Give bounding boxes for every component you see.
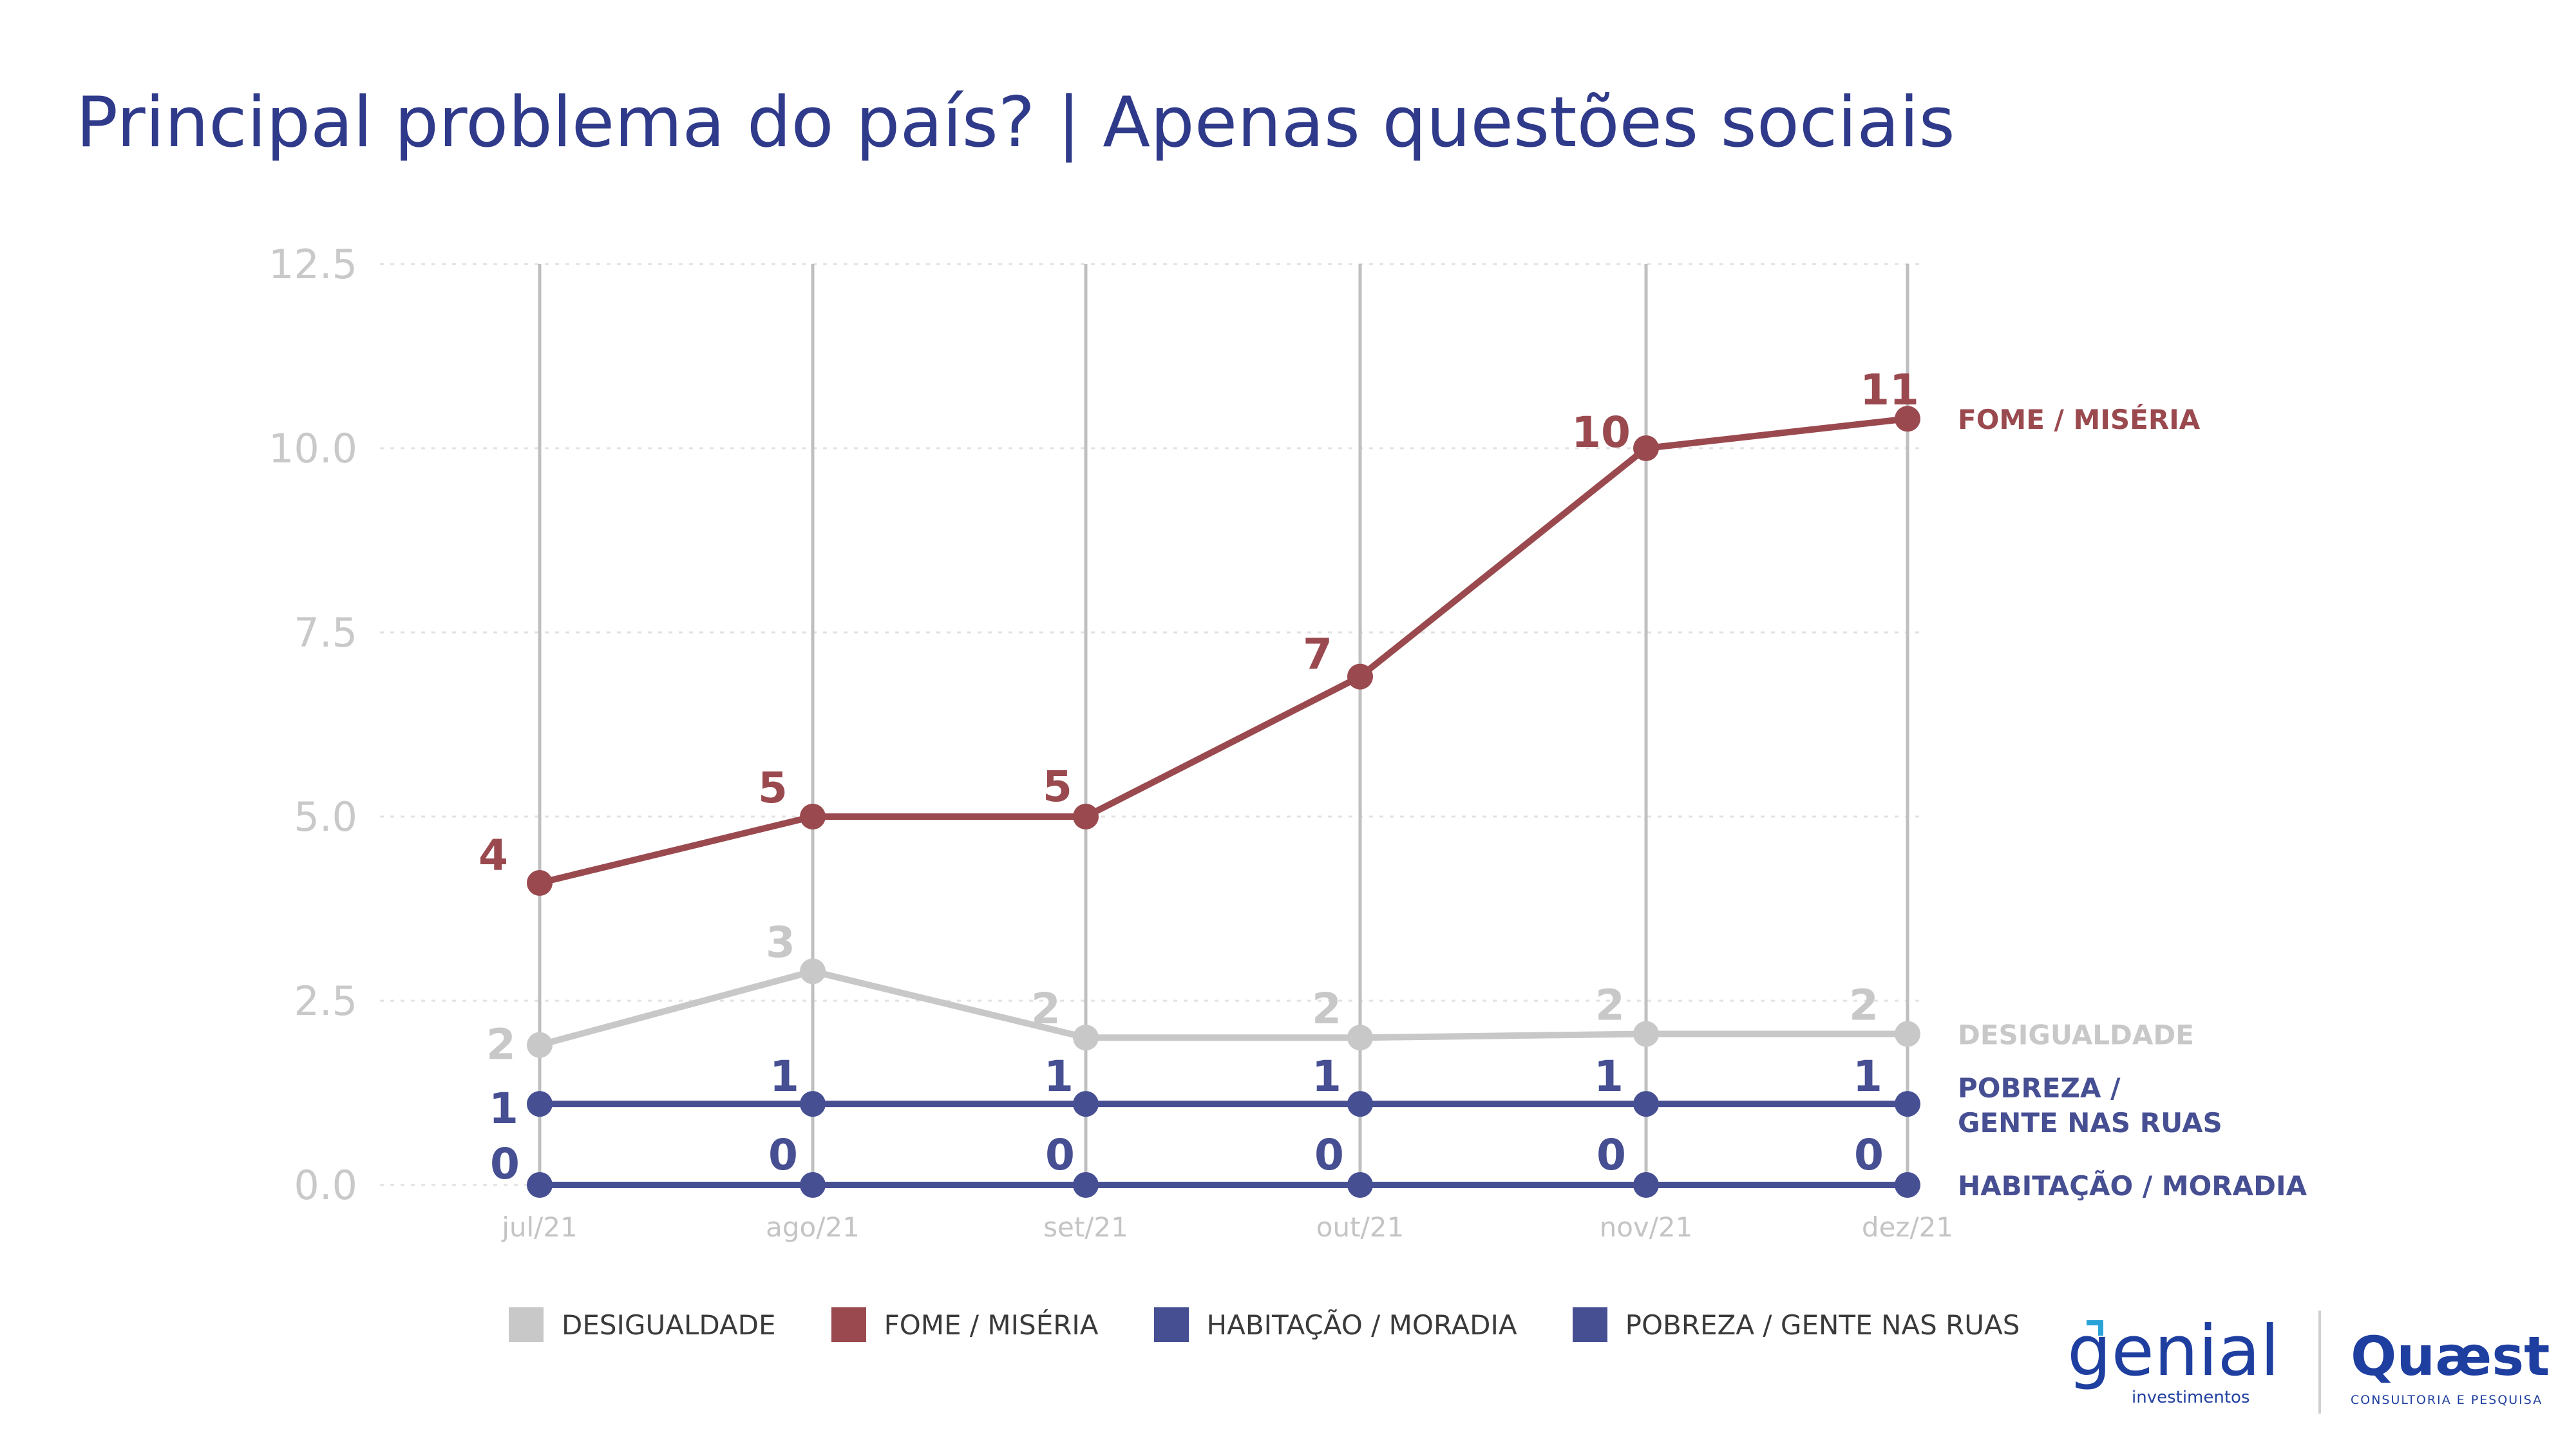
x-tick-label: nov/21 [1600, 1211, 1693, 1243]
y-tick-label: 0.0 [294, 1162, 357, 1209]
vertical-lines-layer: jul/21 ago/21 set/21 out/21 nov/21 dez/21 [501, 264, 1953, 1243]
data-label: 2 [1031, 984, 1061, 1034]
data-point [1073, 1172, 1099, 1198]
data-label: 5 [1043, 762, 1072, 811]
data-label: 1 [1853, 1052, 1882, 1101]
data-label: 1 [1312, 1052, 1341, 1101]
data-label: 3 [766, 918, 795, 967]
data-point [1347, 1091, 1373, 1117]
data-point [1073, 1025, 1099, 1051]
data-point [527, 1091, 553, 1117]
data-label: 10 [1571, 408, 1631, 457]
data-label: 2 [1312, 984, 1341, 1034]
quaest-logo-text: Quæst [2351, 1325, 2550, 1388]
data-point [1895, 1091, 1920, 1117]
series-end-label: GENTE NAS RUAS [1958, 1107, 2222, 1139]
data-label: 5 [758, 763, 788, 813]
data-point [1347, 663, 1373, 690]
data-label: 7 [1303, 630, 1332, 679]
legend-swatch [1153, 1307, 1189, 1342]
y-tick-label: 10.0 [269, 425, 357, 472]
series-end-label: FOME / MISÉRIA [1958, 403, 2201, 435]
legend-item-pobreza[interactable]: POBREZA / GENTE NAS RUAS [1572, 1307, 2020, 1342]
data-label: 1 [1594, 1052, 1624, 1101]
line-chart: 0.0 2.5 5.0 7.5 10.0 12.5 jul/21 ago/21 set/21 o… [269, 241, 2307, 1243]
data-point [1633, 435, 1659, 461]
legend-item-fome[interactable]: FOME / MISÉRIA [831, 1307, 1099, 1342]
data-label: 11 [1860, 365, 1919, 415]
series-end-label: DESIGUALDADE [1958, 1019, 2194, 1050]
legend-item-desigualdade[interactable]: DESIGUALDADE [509, 1307, 776, 1342]
series-line [538, 968, 1908, 1048]
y-tick-label: 12.5 [269, 241, 357, 288]
x-tick-label: set/21 [1043, 1211, 1128, 1243]
data-point [1073, 1091, 1099, 1117]
y-tick-label: 7.5 [294, 609, 357, 656]
legend-swatch [509, 1307, 544, 1342]
series-end-label: POBREZA / [1958, 1072, 2121, 1104]
x-tick-label: ago/21 [766, 1211, 860, 1243]
data-label: 1 [1044, 1052, 1074, 1101]
data-label: 0 [1854, 1130, 1884, 1180]
y-tick-label: 2.5 [294, 978, 357, 1025]
genial-logo-sub: investimentos [2132, 1388, 2250, 1407]
legend-item-habitacao[interactable]: HABITAÇÃO / MORADIA [1153, 1307, 1517, 1342]
data-point [800, 1091, 826, 1117]
page-title: Principal problema do país? | Apenas que… [76, 82, 1955, 163]
data-point [800, 958, 826, 985]
data-label: 0 [1596, 1130, 1626, 1180]
data-label: 2 [1849, 980, 1879, 1030]
genial-logo: genial investimentos [2067, 1311, 2299, 1413]
legend-label: DESIGUALDADE [562, 1309, 776, 1341]
data-label: 0 [1314, 1130, 1344, 1180]
series-line [538, 415, 1908, 886]
data-label: 4 [478, 831, 508, 880]
data-point [1895, 406, 1920, 432]
legend: DESIGUALDADE FOME / MISÉRIA HABITAÇÃO / … [509, 1307, 2075, 1342]
data-point [1895, 1021, 1920, 1047]
data-point [1633, 1021, 1659, 1047]
data-point [800, 804, 826, 829]
series-layer [527, 406, 1920, 1198]
series-end-label: HABITAÇÃO / MORADIA [1958, 1170, 2307, 1202]
data-point [1347, 1025, 1373, 1051]
data-point [1073, 804, 1099, 829]
data-point [1895, 1172, 1920, 1198]
data-point [1633, 1091, 1659, 1117]
legend-swatch [831, 1307, 866, 1342]
data-label: 1 [770, 1052, 799, 1101]
legend-label: HABITAÇÃO / MORADIA [1206, 1309, 1517, 1341]
data-point [1633, 1172, 1659, 1198]
quaest-logo-sub: CONSULTORIA E PESQUISA [2351, 1393, 2543, 1407]
data-point [527, 1032, 553, 1058]
data-point [800, 1172, 826, 1198]
data-point [527, 1172, 553, 1198]
data-label: 0 [768, 1130, 798, 1180]
data-label: 2 [1595, 980, 1625, 1030]
legend-label: FOME / MISÉRIA [884, 1309, 1099, 1341]
data-point [1347, 1172, 1373, 1198]
data-label: 0 [490, 1139, 520, 1189]
x-tick-label: dez/21 [1862, 1211, 1953, 1243]
grid-layer: 0.0 2.5 5.0 7.5 10.0 12.5 [269, 241, 1919, 1209]
x-tick-label: out/21 [1316, 1211, 1404, 1243]
data-label: 0 [1045, 1130, 1075, 1180]
data-label: 1 [489, 1084, 518, 1133]
quaest-logo: Quæst CONSULTORIA E PESQUISA [2351, 1317, 2557, 1416]
legend-swatch [1572, 1307, 1607, 1342]
data-label: 2 [486, 1020, 516, 1070]
logo-divider [2318, 1311, 2321, 1414]
data-point [527, 869, 553, 896]
legend-label: POBREZA / GENTE NAS RUAS [1625, 1309, 2020, 1341]
y-tick-label: 5.0 [294, 793, 357, 840]
x-tick-label: jul/21 [501, 1211, 578, 1243]
